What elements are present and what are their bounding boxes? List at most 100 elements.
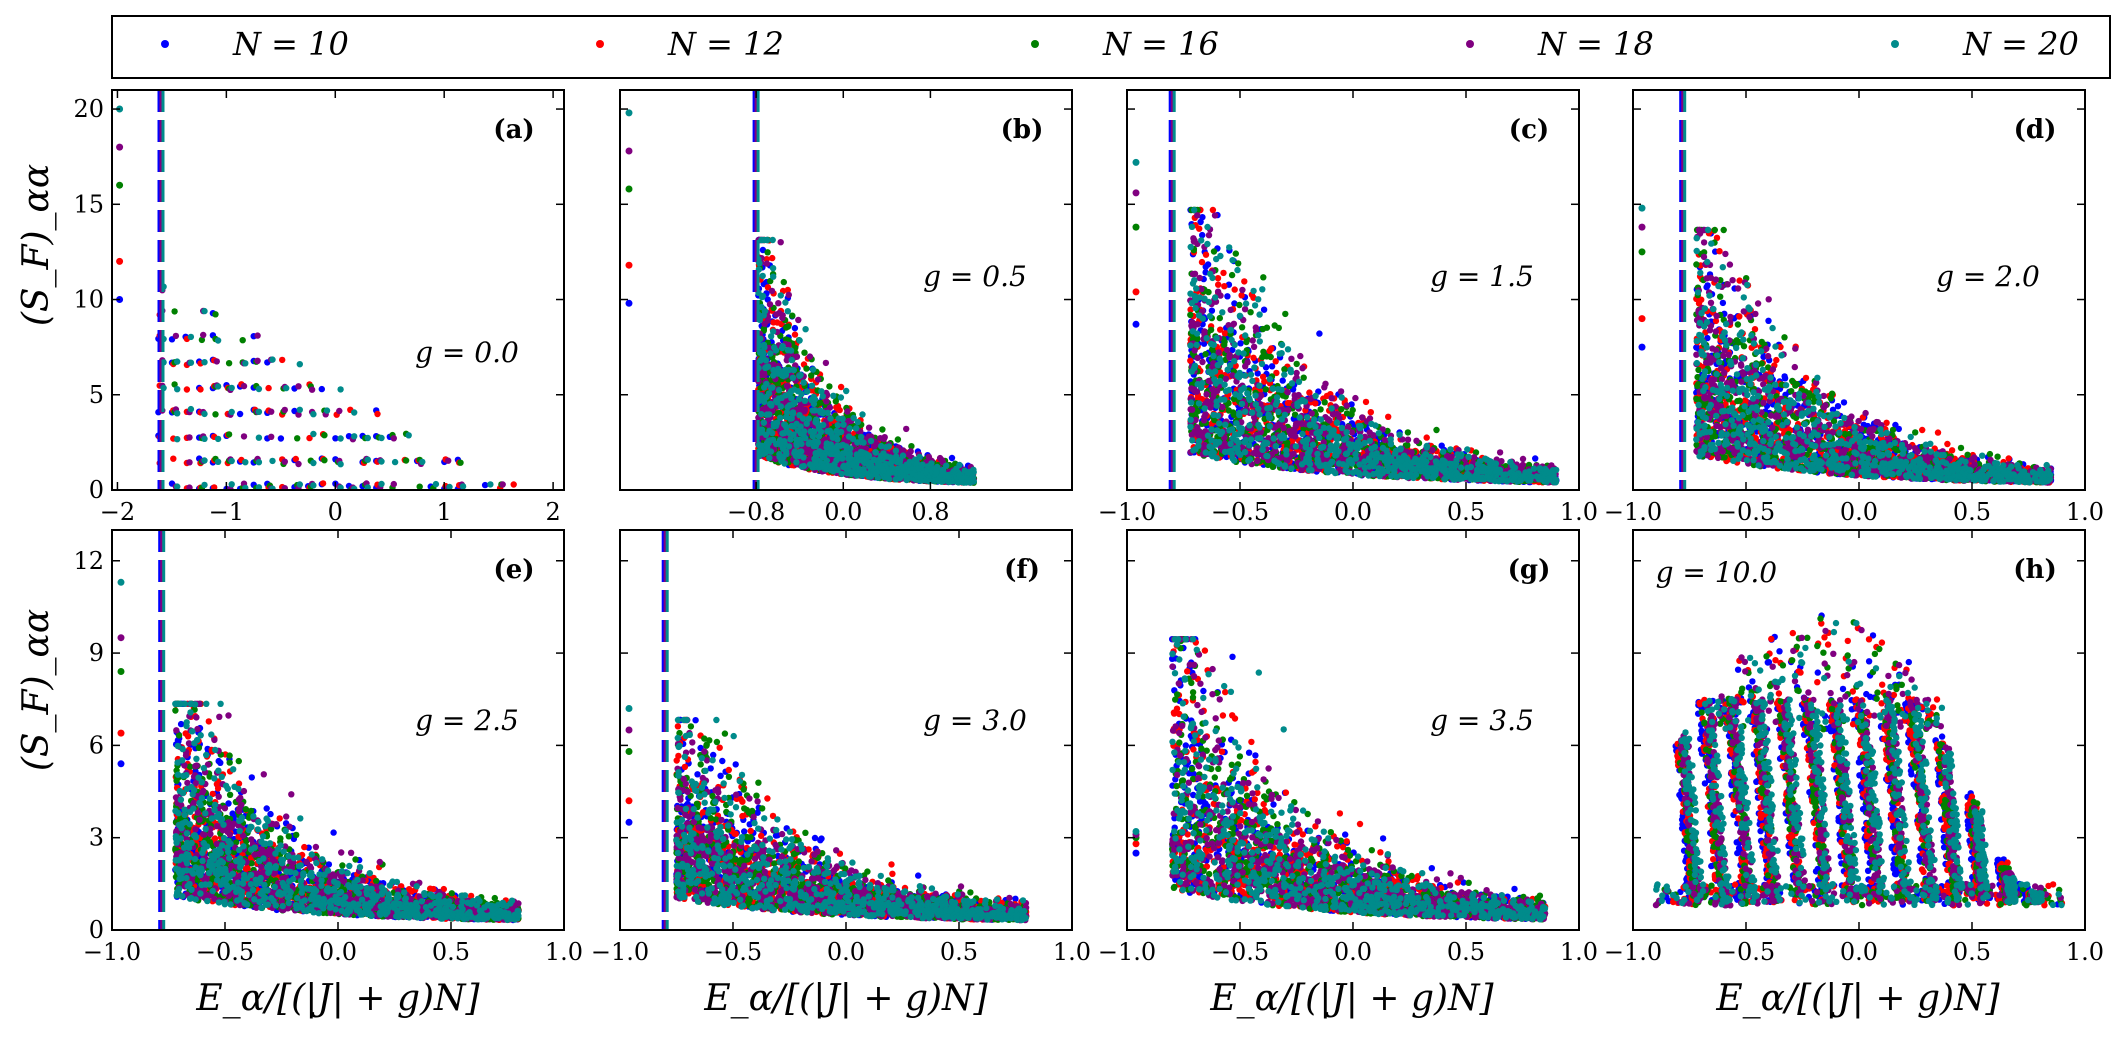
data-point bbox=[793, 420, 800, 427]
data-point bbox=[281, 406, 288, 414]
panel-b: −0.8 0.0 0.8(b)g = 0.5 bbox=[619, 89, 1073, 526]
data-point bbox=[402, 457, 410, 464]
scatter-points bbox=[116, 105, 517, 490]
data-point bbox=[783, 409, 791, 416]
data-point bbox=[808, 382, 816, 389]
data-point bbox=[777, 414, 784, 421]
data-point bbox=[778, 394, 785, 401]
data-point bbox=[1198, 258, 1206, 266]
data-point bbox=[255, 459, 263, 466]
data-point bbox=[510, 481, 517, 488]
data-point bbox=[827, 430, 835, 437]
data-point bbox=[766, 427, 773, 434]
data-point bbox=[295, 411, 302, 418]
data-point bbox=[892, 447, 900, 454]
data-point bbox=[1532, 455, 1539, 462]
data-point bbox=[378, 458, 385, 465]
data-point bbox=[1237, 340, 1244, 347]
data-point bbox=[760, 419, 767, 426]
data-point bbox=[1197, 218, 1204, 226]
data-point bbox=[391, 458, 399, 466]
data-point bbox=[816, 407, 824, 414]
data-point bbox=[763, 236, 771, 244]
data-point bbox=[1187, 357, 1194, 364]
panel-c: −1.0 −0.5 0.0 0.5 1.0(c)g = 1.5 bbox=[1098, 89, 1598, 526]
data-point bbox=[319, 480, 327, 487]
data-point bbox=[779, 454, 787, 461]
data-point bbox=[787, 387, 795, 395]
data-point bbox=[860, 439, 867, 446]
data-point bbox=[877, 435, 884, 442]
data-point bbox=[780, 278, 787, 286]
data-point bbox=[1385, 413, 1392, 420]
data-point bbox=[432, 480, 440, 488]
data-point bbox=[337, 435, 344, 442]
data-point bbox=[830, 392, 837, 399]
data-point bbox=[967, 479, 974, 486]
data-point bbox=[242, 484, 249, 490]
data-point bbox=[867, 473, 874, 480]
data-point bbox=[281, 485, 288, 490]
legend-entry-label: N = 18 bbox=[1537, 25, 1654, 63]
data-point bbox=[759, 272, 766, 280]
data-point bbox=[1284, 399, 1292, 407]
data-point bbox=[318, 385, 325, 393]
data-point bbox=[822, 359, 830, 367]
data-point bbox=[814, 439, 821, 446]
data-point bbox=[321, 432, 328, 439]
data-point bbox=[817, 399, 824, 406]
data-point bbox=[925, 453, 933, 461]
data-point bbox=[321, 457, 328, 464]
data-point bbox=[1231, 300, 1238, 307]
data-point bbox=[201, 435, 208, 442]
data-point bbox=[416, 483, 423, 490]
data-point bbox=[761, 344, 768, 351]
data-point bbox=[337, 461, 344, 468]
data-point bbox=[1221, 283, 1228, 290]
data-point bbox=[378, 480, 385, 488]
data-point bbox=[872, 470, 879, 478]
data-point bbox=[837, 428, 845, 436]
data-point bbox=[865, 462, 873, 470]
data-point bbox=[767, 333, 775, 340]
data-point bbox=[255, 408, 263, 415]
data-point bbox=[405, 432, 412, 439]
data-point bbox=[310, 459, 317, 467]
data-point bbox=[796, 412, 803, 419]
data-point bbox=[871, 443, 878, 450]
data-point bbox=[839, 450, 846, 457]
data-point bbox=[1438, 442, 1445, 449]
data-point bbox=[277, 435, 285, 442]
data-point bbox=[782, 324, 790, 331]
data-point bbox=[487, 481, 494, 488]
data-point bbox=[306, 434, 313, 442]
data-point bbox=[171, 381, 178, 388]
data-point bbox=[782, 336, 790, 343]
data-point bbox=[850, 414, 857, 422]
data-point bbox=[840, 421, 847, 428]
data-point bbox=[323, 407, 331, 414]
data-point bbox=[1215, 281, 1222, 288]
data-point bbox=[778, 344, 786, 352]
data-point bbox=[198, 336, 206, 344]
data-point bbox=[819, 393, 826, 400]
data-point bbox=[767, 350, 774, 357]
data-point bbox=[845, 453, 852, 461]
panel-label: (a) bbox=[493, 115, 534, 145]
data-point bbox=[201, 457, 208, 464]
data-point bbox=[769, 384, 776, 391]
data-point bbox=[840, 462, 848, 469]
data-point bbox=[763, 260, 770, 267]
legend-marker bbox=[1466, 40, 1474, 48]
legend-entry-label: N = 12 bbox=[667, 25, 784, 63]
data-point bbox=[281, 458, 288, 465]
coupling-label: g = 0.0 bbox=[415, 336, 519, 369]
data-point bbox=[174, 410, 181, 417]
data-point bbox=[459, 483, 467, 490]
data-point bbox=[928, 460, 935, 467]
data-point bbox=[769, 328, 777, 335]
legend-marker bbox=[1891, 40, 1899, 48]
data-point bbox=[310, 482, 317, 489]
data-point bbox=[1268, 363, 1276, 370]
data-point bbox=[908, 470, 916, 477]
